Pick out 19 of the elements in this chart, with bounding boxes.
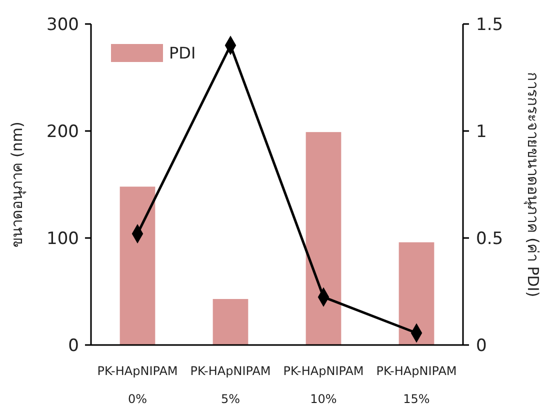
y-tick-label: 0 bbox=[68, 336, 79, 356]
y2-tick-label: 0.5 bbox=[476, 228, 504, 249]
bar bbox=[306, 132, 342, 345]
y2-tick-label: 1 bbox=[476, 122, 487, 142]
y-tick-label: 300 bbox=[46, 14, 79, 35]
bar bbox=[398, 242, 434, 345]
bar bbox=[212, 298, 248, 345]
x-tick-label: PK-HApNIPAM 0% bbox=[97, 364, 178, 406]
y2-tick-label: 0 bbox=[476, 336, 487, 356]
y-tick-label: 200 bbox=[46, 122, 79, 142]
x-tick-label: PK-HApNIPAM 5% bbox=[190, 364, 271, 406]
y-tick-label: 100 bbox=[46, 228, 79, 249]
bar bbox=[120, 186, 156, 345]
y2-tick-label: 1.5 bbox=[476, 14, 504, 35]
y2-axis-title: การกระจายขนาดอนุภาค (ค่า PDI) bbox=[523, 72, 542, 298]
y-axis-title: ขนาดอนุภาค (nm) bbox=[8, 122, 27, 248]
x-tick-label: PK-HApNIPAM 10% bbox=[283, 364, 364, 406]
x-tick-label: PK-HApNIPAM 15% bbox=[376, 364, 457, 406]
legend-label: PDI bbox=[169, 44, 196, 63]
